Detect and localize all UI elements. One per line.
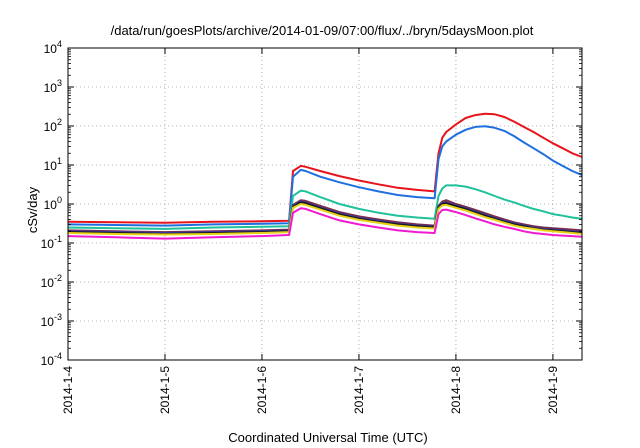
plot-series	[67, 112, 583, 240]
chart-title: /data/run/goesPlots/archive/2014-01-09/0…	[111, 23, 534, 38]
x-axis-label: Coordinated Universal Time (UTC)	[228, 430, 427, 445]
y-tick-label: 100	[44, 195, 62, 212]
y-tick-label: 102	[44, 117, 62, 134]
x-tick-label: 2014-1-9	[546, 366, 560, 414]
y-tick-label: 101	[44, 156, 62, 173]
y-tick-label: 104	[44, 39, 62, 56]
x-tick-label: 2014-1-8	[449, 366, 463, 414]
plot-grid	[68, 48, 582, 360]
y-tick-label: 10-1	[41, 234, 62, 251]
x-tick-label: 2014-1-5	[158, 366, 172, 414]
y-axis-label: cSv/day	[25, 186, 40, 233]
x-tick-label: 2014-1-4	[61, 366, 75, 414]
y-axis: 104 103 102 101 100 10-1 10-2 10-3 10-4	[41, 39, 582, 368]
y-tick-label: 10-4	[41, 351, 62, 368]
series-line-8	[67, 207, 583, 240]
x-tick-label: 2014-1-6	[255, 366, 269, 414]
y-tick-label: 10-2	[41, 273, 62, 290]
y-tick-label: 103	[44, 78, 62, 95]
y-tick-label: 10-3	[41, 312, 62, 329]
series-line-2	[67, 125, 583, 227]
x-axis: 2014-1-4 2014-1-5 2014-1-6 2014-1-7 2014-1-8…	[61, 48, 560, 414]
x-tick-label: 2014-1-7	[352, 366, 366, 414]
